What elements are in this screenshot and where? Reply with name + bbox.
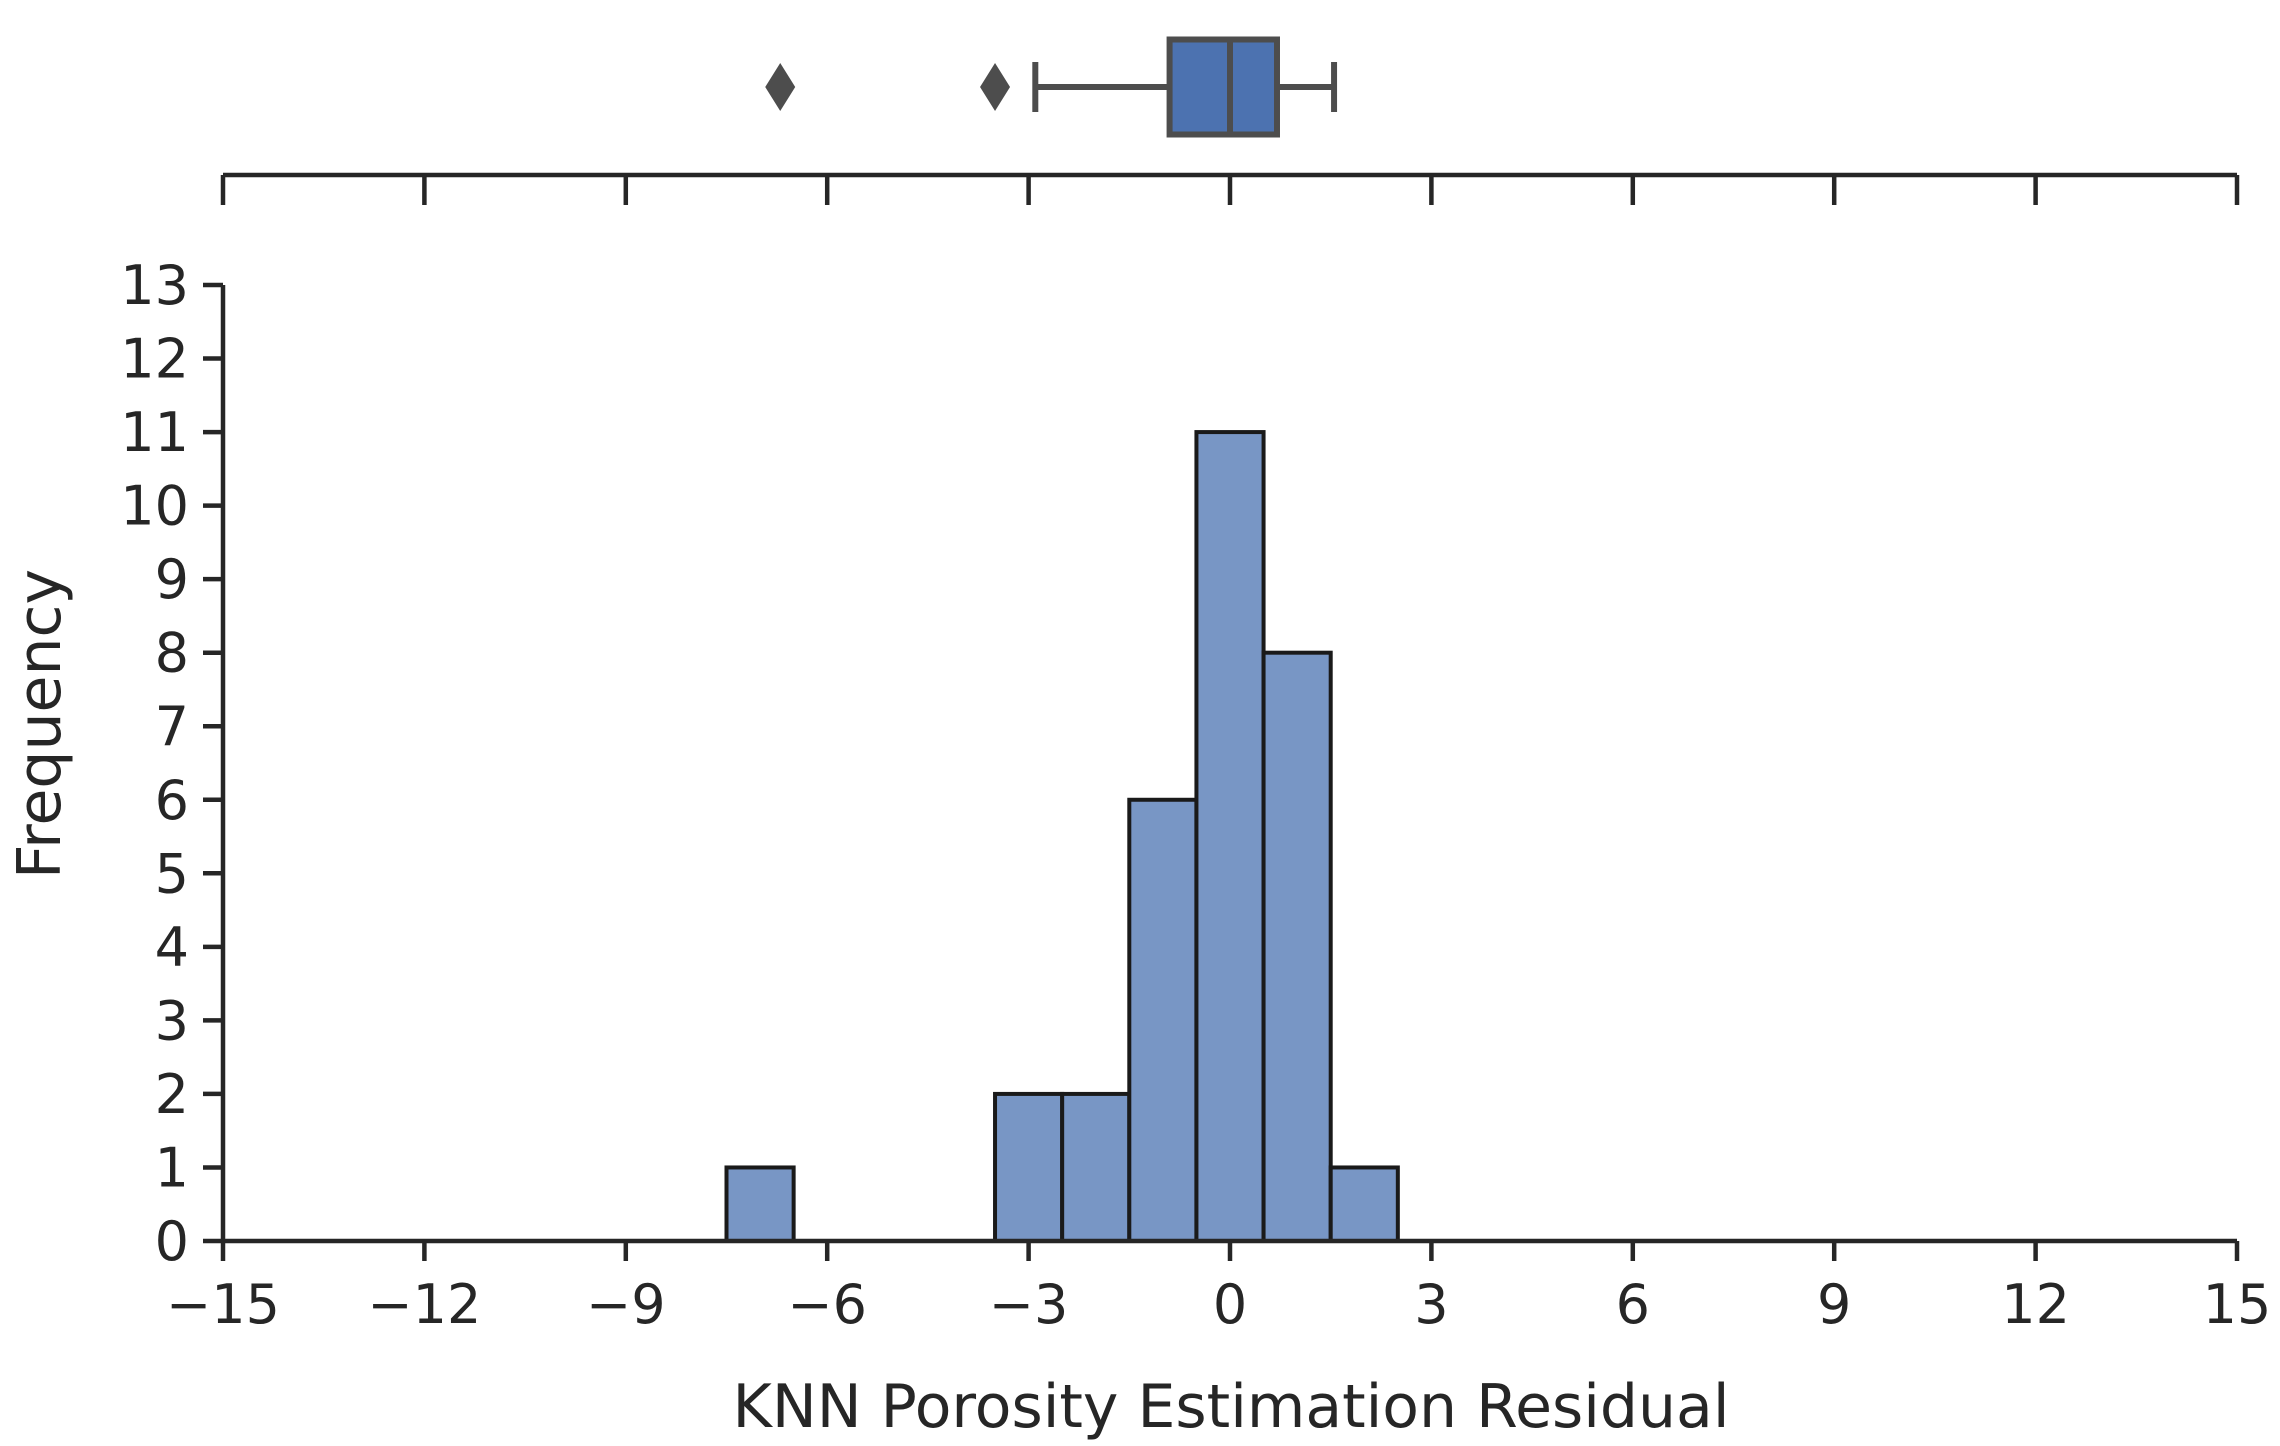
histogram-bar: [724, 1165, 796, 1244]
y-tick-label: 10: [120, 475, 189, 538]
y-tick-label: 1: [155, 1136, 189, 1199]
x-tick-label: 15: [2203, 1273, 2272, 1336]
x-tick-label: −12: [367, 1273, 481, 1336]
x-tick-label: 12: [2001, 1273, 2070, 1336]
x-tick-label: −15: [166, 1273, 280, 1336]
histogram-bar: [1261, 650, 1333, 1243]
y-axis-label: Frequency: [5, 569, 75, 879]
x-tick-label: 9: [1817, 1273, 1851, 1336]
histogram-bar: [1194, 430, 1266, 1244]
boxplot-outlier: [980, 63, 1011, 111]
y-tick-label: 12: [120, 328, 189, 391]
x-tick-label: 3: [1414, 1273, 1448, 1336]
y-tick-label: 5: [155, 842, 189, 905]
x-tick-label: 0: [1213, 1273, 1247, 1336]
y-tick-label: 3: [155, 989, 189, 1052]
y-tick-label: 11: [120, 401, 189, 464]
y-tick-label: 9: [155, 548, 189, 611]
x-axis-label: KNN Porosity Estimation Residual: [732, 1372, 1729, 1442]
x-tick-label: −6: [787, 1273, 867, 1336]
x-tick-label: −9: [586, 1273, 666, 1336]
histogram-bar: [1060, 1091, 1132, 1244]
y-tick-label: 7: [155, 695, 189, 758]
histogram-bar: [993, 1091, 1065, 1244]
histogram-bars: [724, 430, 1400, 1244]
x-tick-label: 6: [1616, 1273, 1650, 1336]
x-tick-label: −3: [989, 1273, 1069, 1336]
boxplot-box: [1166, 36, 1280, 138]
y-tick-label: 4: [155, 916, 189, 979]
y-tick-label: 8: [155, 622, 189, 685]
y-tick-label: 2: [155, 1063, 189, 1126]
boxplot-panel: [220, 36, 2240, 205]
y-tick-label: 0: [155, 1210, 189, 1273]
y-tick-label: 6: [155, 769, 189, 832]
boxplot-outlier: [765, 63, 796, 111]
y-tick-label: 13: [120, 254, 189, 317]
histogram-bar: [1127, 797, 1199, 1243]
histogram-bar: [1328, 1165, 1400, 1244]
